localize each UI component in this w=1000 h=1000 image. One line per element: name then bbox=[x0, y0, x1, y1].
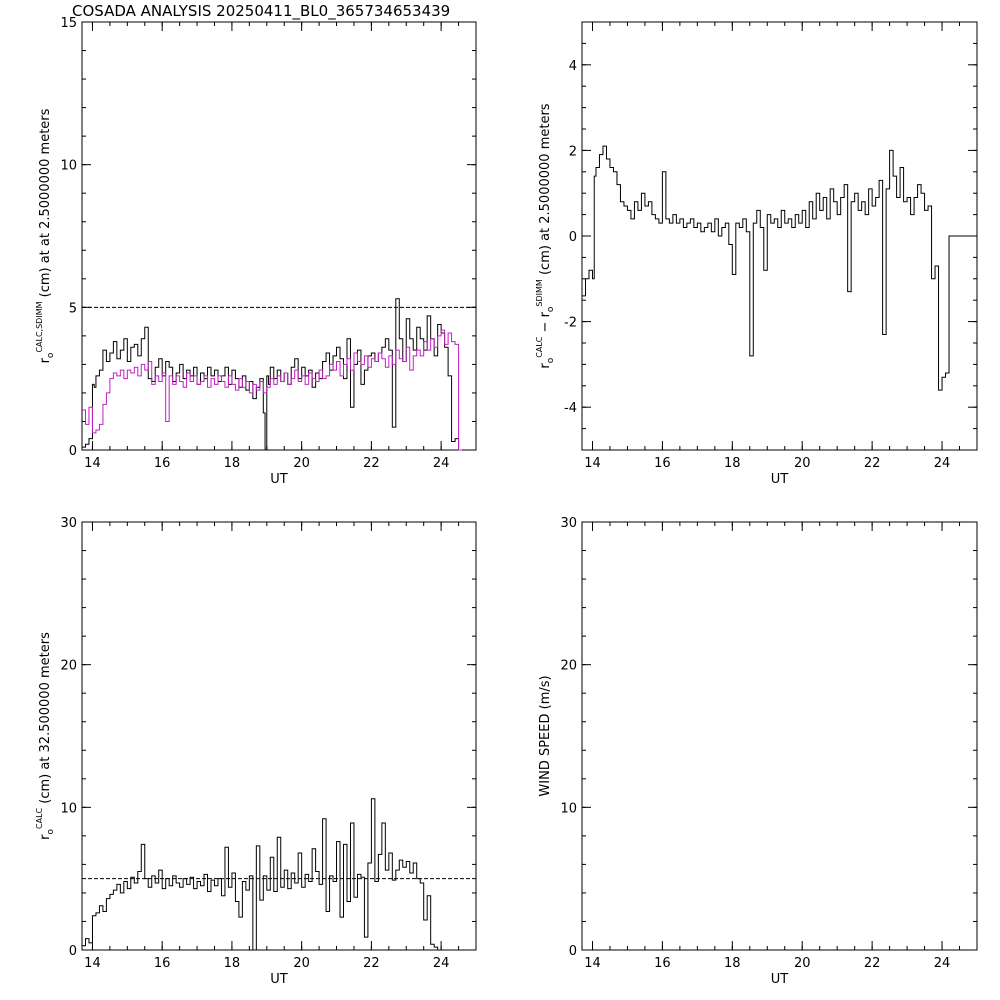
y-tick-label: 0 bbox=[69, 444, 77, 459]
x-tick-label: 14 bbox=[584, 456, 601, 471]
x-axis-label: UT bbox=[270, 972, 288, 987]
y-axis-label-rest: (cm) at at 2.5000000 meters bbox=[38, 108, 53, 301]
x-tick-label: 22 bbox=[864, 456, 881, 471]
x-tick-label: 24 bbox=[433, 956, 450, 971]
y-axis-label-sup: CALC bbox=[35, 807, 44, 829]
x-tick-label: 24 bbox=[433, 456, 450, 471]
x-tick-label: 14 bbox=[84, 956, 101, 971]
figure-title: COSADA ANALYSIS 20250411_BL0_36573465343… bbox=[72, 2, 451, 20]
x-tick-label: 22 bbox=[363, 456, 380, 471]
y-tick-label: 0 bbox=[569, 944, 577, 959]
series-line-1 bbox=[82, 798, 459, 951]
y-tick-label: 15 bbox=[60, 16, 77, 31]
y-tick-label: 10 bbox=[60, 159, 77, 174]
chart-panel-1: 14 16 18 20 22 24 0 5 10 15 UT roCALC,SDIMM (cm) at… bbox=[35, 16, 477, 487]
y-axis-label-main: WIND SPEED (m/s) bbox=[538, 675, 553, 796]
y-tick-label: -4 bbox=[564, 401, 577, 416]
y-axis-label-mid: − r bbox=[538, 311, 553, 336]
y-axis-label-sub: o bbox=[46, 829, 56, 835]
y-axis-label-sup: CALC bbox=[535, 336, 544, 358]
plot-frame bbox=[581, 521, 978, 951]
y-axis-label-main: r bbox=[38, 357, 53, 363]
y-tick-label: 30 bbox=[560, 516, 577, 531]
x-tick-label: 16 bbox=[154, 956, 171, 971]
y-tick-label: 5 bbox=[69, 301, 77, 316]
plot-frame bbox=[581, 21, 978, 451]
chart-panel-4: 14 16 18 20 22 24 0 10 20 30 UT WIND SPEED (m/s) bbox=[538, 516, 978, 987]
y-tick-label: 10 bbox=[60, 801, 77, 816]
x-tick-label: 22 bbox=[363, 956, 380, 971]
y-tick-label: 4 bbox=[569, 59, 577, 74]
y-tick-label: 20 bbox=[560, 659, 577, 674]
y-tick-label: 0 bbox=[569, 230, 577, 245]
series-line-1 bbox=[82, 298, 460, 451]
y-axis-label-sub2: o bbox=[546, 306, 556, 312]
x-axis-label: UT bbox=[270, 472, 288, 487]
y-axis-label: roCALC − roSDIMM (cm) at 2.5000000 meter… bbox=[535, 103, 556, 368]
y-tick-label: 10 bbox=[560, 801, 577, 816]
x-tick-label: 24 bbox=[934, 956, 951, 971]
x-tick-label: 20 bbox=[794, 956, 811, 971]
y-axis-label-main: r bbox=[38, 834, 53, 840]
x-tick-label: 14 bbox=[84, 456, 101, 471]
series-line-2 bbox=[82, 329, 463, 451]
y-tick-label: 20 bbox=[60, 659, 77, 674]
plot-frame bbox=[81, 521, 477, 951]
chart-panel-3: 14 16 18 20 22 24 0 10 20 30 UT roCALC (cm) at 32.5… bbox=[35, 516, 477, 987]
x-tick-label: 18 bbox=[224, 456, 241, 471]
x-tick-label: 20 bbox=[794, 456, 811, 471]
x-tick-label: 20 bbox=[293, 456, 310, 471]
y-axis-label-rest: (cm) at 2.5000000 meters bbox=[538, 103, 553, 279]
x-tick-label: 14 bbox=[584, 956, 601, 971]
y-axis-label-sup2: SDIMM bbox=[535, 279, 544, 307]
y-axis-label: WIND SPEED (m/s) bbox=[538, 675, 553, 796]
y-axis-label-sub: o bbox=[546, 357, 556, 363]
x-tick-label: 18 bbox=[224, 956, 241, 971]
y-tick-label: 30 bbox=[60, 516, 77, 531]
y-axis-label-rest: (cm) at 32.500000 meters bbox=[38, 632, 53, 808]
y-tick-label: 2 bbox=[569, 144, 577, 159]
x-tick-label: 20 bbox=[293, 956, 310, 971]
x-tick-label: 16 bbox=[154, 456, 171, 471]
x-tick-label: 18 bbox=[724, 956, 741, 971]
y-axis-label-sup: CALC,SDIMM bbox=[35, 301, 44, 352]
y-axis-label: roCALC,SDIMM (cm) at at 2.5000000 meters bbox=[35, 108, 56, 363]
y-tick-label: -2 bbox=[564, 316, 577, 331]
x-axis-label: UT bbox=[771, 472, 789, 487]
y-axis-label: roCALC (cm) at 32.500000 meters bbox=[35, 632, 56, 840]
plot-frame bbox=[81, 21, 477, 451]
x-tick-label: 24 bbox=[934, 456, 951, 471]
x-tick-label: 22 bbox=[864, 956, 881, 971]
y-axis-label-sub: o bbox=[46, 352, 56, 358]
x-axis-label: UT bbox=[771, 972, 789, 987]
x-tick-label: 16 bbox=[654, 956, 671, 971]
x-tick-label: 16 bbox=[654, 456, 671, 471]
y-tick-label: 0 bbox=[69, 944, 77, 959]
series-line-1 bbox=[582, 145, 977, 391]
y-axis-label-main: r bbox=[538, 363, 553, 369]
x-tick-label: 18 bbox=[724, 456, 741, 471]
